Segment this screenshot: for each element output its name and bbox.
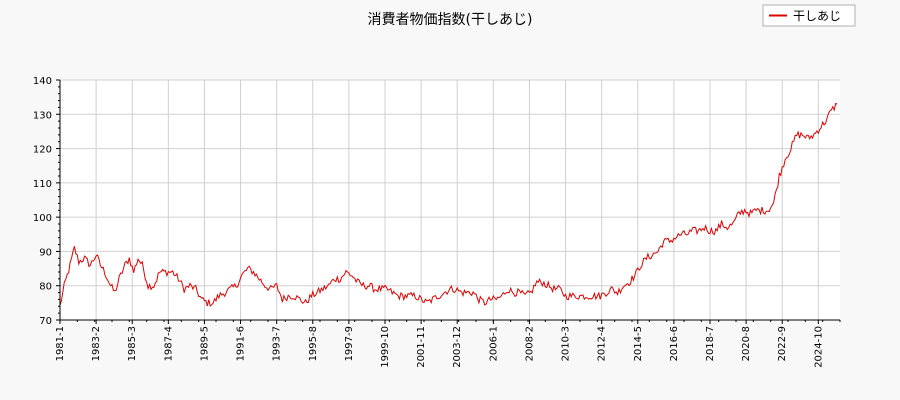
y-tick-label: 120 (33, 145, 52, 156)
plot-area (60, 80, 840, 320)
x-tick-label: 2006-1 (488, 326, 499, 361)
x-tick-label: 1997-9 (344, 326, 355, 361)
x-tick-label: 1991-6 (236, 326, 247, 361)
y-tick-label: 80 (39, 282, 52, 293)
legend-label: 干しあじ (793, 9, 841, 23)
y-tick-label: 100 (33, 213, 52, 224)
axis-layer: 70 80 90 100 110 120 130 140 1981-1 1983-2 1985-3 1… (33, 76, 841, 368)
y-tick-label: 110 (33, 179, 52, 190)
x-tick-label: 1995-8 (308, 326, 319, 361)
chart-title: 消費者物価指数(干しあじ) (368, 12, 533, 28)
series-layer (59, 102, 838, 307)
x-tick-label: 1989-5 (199, 326, 210, 361)
x-tick-label: 2012-4 (597, 326, 608, 361)
y-tick-label: 130 (33, 110, 52, 121)
x-tick-label: 1985-3 (127, 326, 138, 361)
legend-box[interactable] (762, 4, 856, 27)
x-tick-label: 1981-1 (55, 326, 66, 361)
legend: 干しあじ (762, 4, 856, 27)
y-tick-label: 90 (39, 247, 52, 258)
grid-layer (59, 79, 840, 321)
x-tick-label: 2008-2 (524, 326, 535, 361)
x-tick-label: 1993-7 (272, 326, 283, 361)
x-tick-label: 2018-7 (705, 326, 716, 361)
x-tick-label: 2001-11 (416, 326, 427, 368)
y-tick-label: 70 (39, 316, 52, 327)
series-line (59, 102, 838, 307)
y-tick-label: 140 (33, 76, 52, 87)
x-tick-label: 2003-12 (452, 326, 463, 368)
x-tick-label: 2014-5 (633, 326, 644, 361)
x-tick-label: 1999-10 (380, 326, 391, 368)
x-tick-label: 1983-2 (91, 326, 102, 361)
x-tick-label: 2020-8 (741, 326, 752, 361)
x-tick-label: 2024-10 (813, 326, 824, 368)
x-tick-label: 2022-9 (777, 326, 788, 361)
x-tick-label: 1987-4 (163, 326, 174, 361)
x-tick-label: 2010-3 (561, 326, 572, 361)
x-tick-label: 2016-6 (669, 326, 680, 361)
